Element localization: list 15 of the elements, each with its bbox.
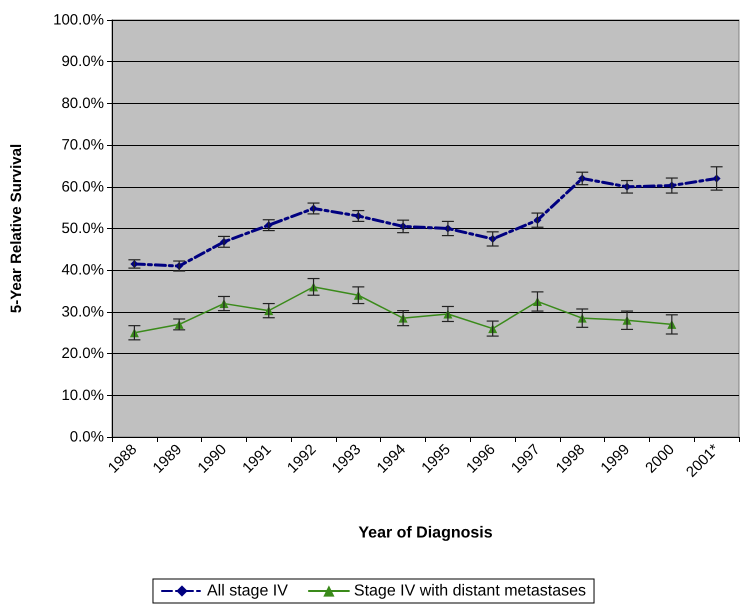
y-tick-label: 60.0% — [61, 178, 104, 196]
y-tick-label: 50.0% — [61, 220, 104, 237]
y-axis-title: 5-Year Relative Survival — [8, 144, 25, 314]
x-axis-title: Year of Diagnosis — [358, 524, 493, 542]
legend-label: All stage IV — [206, 582, 288, 600]
y-tick-label: 10.0% — [61, 386, 104, 404]
y-tick-label: 70.0% — [61, 136, 104, 154]
y-tick-label: 30.0% — [61, 303, 104, 320]
y-tick-label: 100.0% — [53, 12, 104, 28]
y-tick-label: 0.0% — [70, 428, 104, 446]
y-tick-label: 90.0% — [61, 53, 104, 70]
y-tick-label: 40.0% — [61, 262, 104, 279]
legend-label: Stage IV with distant metastases — [354, 582, 586, 600]
y-tick-label: 20.0% — [61, 345, 104, 362]
y-tick-label: 80.0% — [61, 94, 104, 112]
